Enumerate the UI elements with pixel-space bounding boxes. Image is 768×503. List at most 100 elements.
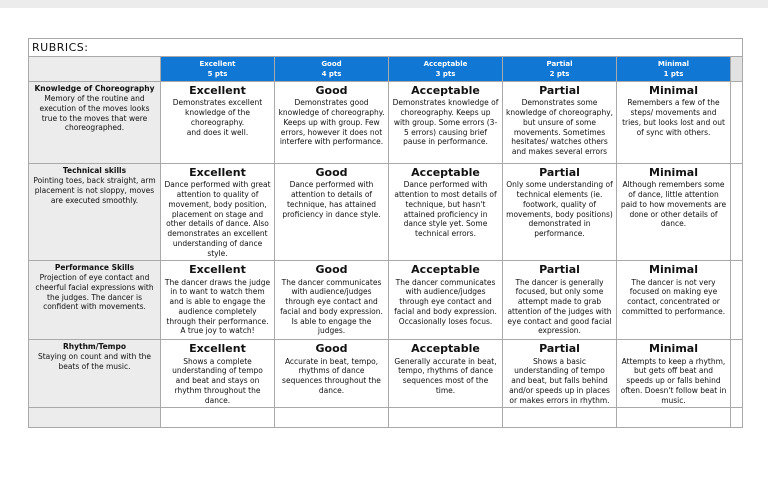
cell-description: Demonstrates excellent knowledge of the … (172, 98, 263, 137)
column-points: 4 pts (321, 70, 342, 79)
column-header-minimal: Minimal 1 pts (616, 55, 731, 83)
criterion-description: Projection of eye contact and cheerful f… (35, 273, 154, 312)
table-row-rhythm: Rhythm/Tempo Staying on count and with t… (28, 339, 744, 409)
rubric-cell: Minimal Although remembers some of dance… (616, 163, 731, 262)
edge-cell (729, 55, 744, 83)
rubric-cell: Acceptable Generally accurate in beat, t… (388, 339, 503, 409)
rubric-cell: Partial Only some understanding of techn… (502, 163, 617, 262)
cell-description: Remembers a few of the steps/ movements … (622, 98, 725, 137)
criterion-cell: Technical skills Pointing toes, back str… (28, 163, 161, 262)
cell-description: The dancer is generally focused, but onl… (507, 277, 612, 336)
criterion-description: Memory of the routine and execution of t… (39, 94, 150, 133)
table-row-performance: Performance Skills Projection of eye con… (28, 260, 744, 341)
column-header-partial: Partial 2 pts (502, 55, 617, 83)
rubric-cell: Minimal Attempts to keep a rhythm, but g… (616, 339, 731, 409)
cell-description: Only some understanding of technical ele… (506, 180, 613, 239)
cell-rating-label: Good (315, 263, 348, 277)
rubric-cell: Minimal Remembers a few of the steps/ mo… (616, 81, 731, 165)
column-points: 1 pts (663, 70, 684, 79)
cell-rating-label: Excellent (189, 84, 246, 98)
cell-description: The dancer draws the judge in to want to… (164, 277, 271, 336)
criterion-title: Knowledge of Choreography (34, 84, 155, 94)
column-points: 3 pts (435, 70, 456, 79)
criterion-description: Pointing toes, back straight, arm placem… (33, 176, 156, 205)
cell-rating-label: Good (315, 342, 348, 356)
empty-cell (274, 407, 389, 429)
cell-description: The dancer communicates with audience/ju… (394, 277, 497, 326)
cell-description: Although remembers some of dance, little… (620, 180, 727, 229)
column-label: Excellent (199, 60, 236, 68)
column-label: Acceptable (423, 60, 468, 68)
cell-rating-label: Minimal (649, 342, 698, 356)
empty-cell (502, 407, 617, 429)
cell-rating-label: Acceptable (411, 84, 480, 98)
cell-description: Demonstrates good knowledge of choreogra… (278, 98, 385, 147)
rubric-table: RUBRICS: Excellent 5 pts Good 4 pts Acce… (27, 38, 744, 429)
cell-description: Demonstrates knowledge of choreography. … (392, 98, 499, 147)
empty-cell (388, 407, 503, 429)
cell-rating-label: Good (315, 166, 348, 180)
criterion-title: Rhythm/Tempo (62, 342, 127, 352)
cell-rating-label: Excellent (189, 263, 246, 277)
criterion-title: Technical skills (62, 166, 127, 176)
rubric-cell: Good Accurate in beat, tempo, rhythms of… (274, 339, 389, 409)
cell-rating-label: Minimal (649, 263, 698, 277)
edge-cell (729, 407, 744, 429)
cell-description: Demonstrates some knowledge of choreogra… (506, 98, 614, 157)
cell-description: Dance performed with attention to detail… (282, 180, 381, 219)
rubric-cell: Excellent Shows a complete understanding… (160, 339, 275, 409)
cell-rating-label: Minimal (649, 84, 698, 98)
rubric-cell: Acceptable The dancer communicates with … (388, 260, 503, 341)
cell-rating-label: Acceptable (411, 342, 480, 356)
column-header-good: Good 4 pts (274, 55, 389, 83)
cell-rating-label: Acceptable (411, 166, 480, 180)
cell-description: Dance performed with great attention to … (164, 180, 271, 258)
cell-description: Attempts to keep a rhythm, but gets off … (620, 356, 727, 405)
cell-description: Accurate in beat, tempo, rhythms of danc… (282, 356, 381, 395)
cell-rating-label: Partial (539, 84, 580, 98)
edge-cell (729, 163, 744, 262)
top-strip (0, 0, 768, 8)
rubric-cell: Acceptable Demonstrates knowledge of cho… (388, 81, 503, 165)
rubric-cell: Excellent Dance performed with great att… (160, 163, 275, 262)
cell-rating-label: Partial (539, 342, 580, 356)
column-header-excellent: Excellent 5 pts (160, 55, 275, 83)
rubric-cell: Acceptable Dance performed with attentio… (388, 163, 503, 262)
cell-rating-label: Acceptable (411, 263, 480, 277)
cell-rating-label: Partial (539, 263, 580, 277)
column-label: Good (321, 60, 342, 68)
page-title: RUBRICS: (27, 38, 744, 57)
column-points: 5 pts (207, 70, 228, 79)
edge-cell (729, 81, 744, 165)
criterion-cell: Performance Skills Projection of eye con… (28, 260, 161, 341)
cell-rating-label: Excellent (189, 166, 246, 180)
cell-rating-label: Good (315, 84, 348, 98)
rubric-cell: Excellent Demonstrates excellent knowled… (160, 81, 275, 165)
header-row: Excellent 5 pts Good 4 pts Acceptable 3 … (28, 55, 744, 83)
criterion-cell: Rhythm/Tempo Staying on count and with t… (28, 339, 161, 409)
corner-cell (28, 55, 161, 83)
rubric-cell: Good Dance performed with attention to d… (274, 163, 389, 262)
cell-description: The dancer is not very focused on making… (621, 277, 726, 316)
rubric-cell: Partial Demonstrates some knowledge of c… (502, 81, 617, 165)
edge-cell (729, 339, 744, 409)
cell-description: Shows a basic understanding of tempo and… (509, 356, 610, 405)
rubric-cell: Minimal The dancer is not very focused o… (616, 260, 731, 341)
table-row-technical: Technical skills Pointing toes, back str… (28, 163, 744, 262)
cell-description: Dance performed with attention to most d… (394, 180, 497, 239)
empty-criterion-cell (28, 407, 161, 429)
cell-description: The dancer communicates with audience/ju… (280, 277, 383, 336)
empty-cell (616, 407, 731, 429)
criterion-cell: Knowledge of Choreography Memory of the … (28, 81, 161, 165)
empty-row (28, 407, 744, 429)
empty-cell (160, 407, 275, 429)
rubric-cell: Partial Shows a basic understanding of t… (502, 339, 617, 409)
criterion-title: Performance Skills (54, 263, 135, 273)
cell-description: Generally accurate in beat, tempo, rhyth… (394, 356, 497, 395)
criterion-description: Staying on count and with the beats of t… (37, 352, 152, 371)
cell-rating-label: Partial (539, 166, 580, 180)
cell-description: Shows a complete understanding of tempo … (172, 356, 263, 405)
title-row: RUBRICS: (27, 38, 744, 57)
cell-rating-label: Excellent (189, 342, 246, 356)
column-label: Partial (546, 60, 573, 68)
